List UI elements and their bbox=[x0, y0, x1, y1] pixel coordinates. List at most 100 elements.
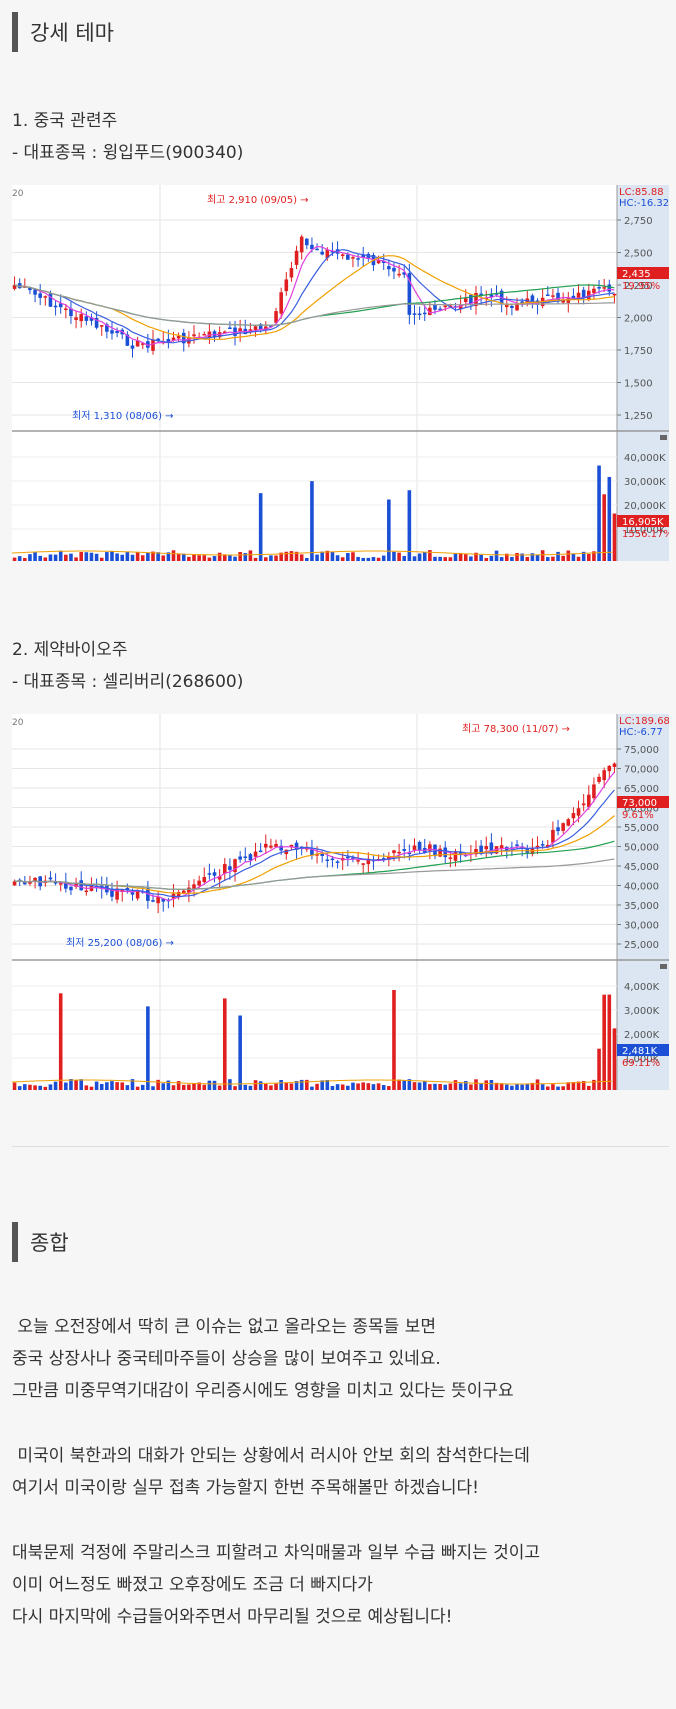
candle-body bbox=[438, 308, 442, 311]
volume-bar bbox=[458, 552, 463, 561]
volume-bar bbox=[376, 1083, 381, 1090]
volume-bar bbox=[248, 1085, 253, 1090]
candle-body bbox=[346, 254, 350, 260]
candle-body bbox=[366, 253, 371, 259]
candle-body bbox=[156, 897, 160, 904]
volume-bar bbox=[545, 1086, 550, 1090]
volume-bar bbox=[433, 556, 437, 561]
volume-bar bbox=[171, 1085, 176, 1090]
candle-body bbox=[448, 857, 453, 859]
candle-body bbox=[612, 763, 617, 767]
candle-body bbox=[571, 295, 576, 300]
ma20-line bbox=[14, 255, 615, 340]
volume-tick-label: 10,000K bbox=[624, 525, 666, 536]
volume-bar bbox=[402, 1080, 407, 1090]
volume-bar bbox=[525, 557, 530, 561]
volume-bar bbox=[422, 1080, 427, 1090]
volume-tick-label: 20,000K bbox=[624, 501, 666, 512]
current-volume-label: 16,905K bbox=[622, 517, 664, 528]
candle-body bbox=[79, 880, 84, 891]
low-annotation: 최저 25,200 (08/06) → bbox=[66, 937, 174, 949]
candle-body bbox=[504, 304, 509, 308]
volume-tick-label: 3,000K bbox=[624, 1006, 660, 1017]
candle-body bbox=[402, 849, 407, 851]
candle-body bbox=[197, 880, 201, 886]
candle-body bbox=[17, 283, 22, 289]
volume-bar bbox=[556, 1086, 560, 1090]
volume-bar bbox=[463, 1081, 468, 1090]
candle-body bbox=[263, 843, 268, 848]
price-tick-label: 25,000 bbox=[624, 940, 659, 951]
volume-bar bbox=[79, 1079, 84, 1090]
volume-bar bbox=[387, 1086, 391, 1090]
current-price-badge bbox=[617, 796, 669, 808]
candle-body bbox=[58, 303, 63, 308]
candle-body bbox=[53, 881, 58, 884]
volume-bar bbox=[279, 552, 283, 561]
volume-bar bbox=[499, 557, 504, 561]
volume-bar bbox=[376, 557, 381, 561]
price-tick-label: 2,750 bbox=[624, 216, 653, 227]
volume-bar bbox=[38, 555, 42, 561]
volume-bar bbox=[284, 1082, 289, 1090]
candle-body bbox=[530, 295, 535, 305]
candle-body bbox=[581, 803, 586, 806]
volume-bar bbox=[135, 1086, 140, 1090]
candle-body bbox=[479, 293, 483, 296]
candle-body bbox=[463, 298, 468, 303]
volume-bar bbox=[33, 552, 37, 561]
volume-bar bbox=[587, 1085, 591, 1090]
candle-body bbox=[64, 881, 68, 889]
volume-bar bbox=[438, 1083, 442, 1090]
volume-bar bbox=[305, 557, 309, 561]
volume-bar bbox=[340, 1084, 345, 1090]
volume-bar bbox=[140, 555, 145, 561]
candle-body bbox=[89, 317, 94, 321]
candle-body bbox=[469, 294, 473, 304]
period-label: 20 bbox=[12, 189, 24, 199]
candle-body bbox=[320, 853, 324, 856]
candle-body bbox=[74, 883, 78, 887]
ma5-line bbox=[14, 245, 615, 346]
volume-bar bbox=[289, 1083, 294, 1090]
volume-bar bbox=[576, 1081, 581, 1090]
volume-bar bbox=[330, 551, 335, 561]
candle-body bbox=[289, 268, 294, 278]
volume-bar bbox=[361, 1082, 366, 1090]
candle-body bbox=[387, 266, 391, 270]
ma120-line bbox=[14, 284, 615, 326]
volume-bar bbox=[417, 553, 422, 561]
section-header-strong-theme: 강세 테마 bbox=[12, 12, 114, 52]
divider bbox=[12, 1146, 669, 1147]
candle-body bbox=[351, 257, 355, 259]
ma10-line bbox=[14, 248, 615, 344]
volume-bar bbox=[381, 555, 386, 561]
candle-body bbox=[28, 287, 32, 291]
volume-bar bbox=[197, 1082, 201, 1090]
candle-body bbox=[556, 292, 560, 301]
section-header-summary: 종합 bbox=[12, 1222, 69, 1262]
volume-bar bbox=[253, 1080, 258, 1090]
candle-body bbox=[130, 345, 135, 349]
volume-bar bbox=[453, 1080, 458, 1090]
volume-bar bbox=[166, 552, 171, 561]
candle-body bbox=[176, 892, 181, 897]
volume-bar bbox=[17, 556, 22, 561]
volume-bar bbox=[28, 554, 32, 561]
volume-bar bbox=[69, 1079, 73, 1090]
candle-body bbox=[607, 284, 612, 292]
volume-bar bbox=[520, 1084, 524, 1090]
volume-bar bbox=[545, 557, 550, 561]
candle-body bbox=[130, 892, 135, 895]
candle-body bbox=[438, 848, 442, 857]
volume-bar bbox=[315, 1083, 319, 1090]
candle-body bbox=[115, 888, 119, 900]
volume-bar bbox=[248, 550, 253, 561]
volume-bar bbox=[592, 1079, 596, 1090]
candle-body bbox=[587, 794, 591, 808]
volume-percent-label: 1556.17% bbox=[622, 529, 669, 540]
volume-bar bbox=[53, 554, 58, 561]
volume-bar bbox=[340, 557, 345, 561]
current-volume-badge bbox=[617, 1044, 669, 1056]
ma10-line bbox=[14, 789, 615, 898]
